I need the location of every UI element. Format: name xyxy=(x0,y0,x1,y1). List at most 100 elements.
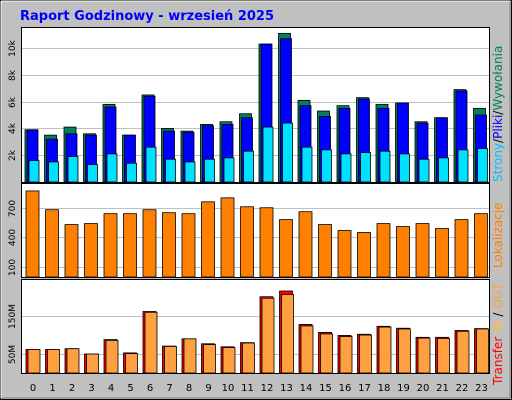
x-tick-label: 16 xyxy=(339,383,352,394)
pages-bar xyxy=(379,150,391,183)
side-label-files: Pliki xyxy=(491,115,505,139)
transfer-out-bar xyxy=(339,336,353,374)
pages-bar xyxy=(184,161,196,183)
pages-bar xyxy=(243,150,254,183)
x-tick-label: 2 xyxy=(69,383,75,394)
pages-bar xyxy=(360,152,371,183)
transfer-out-bar xyxy=(378,326,392,374)
side-label-sep-2: / xyxy=(491,110,505,115)
side-label-hits-files-pages: Strony/Pliki/Wywołania xyxy=(491,46,505,182)
x-tick-label: 3 xyxy=(88,383,94,394)
side-label-out: OUT xyxy=(491,282,505,308)
transfer-out-bar xyxy=(261,297,275,374)
visits-bar xyxy=(162,212,176,278)
transfer-out-bar xyxy=(222,347,236,374)
visits-bar xyxy=(220,197,235,278)
pages-bar xyxy=(340,153,352,183)
x-tick-label: 20 xyxy=(417,383,430,394)
panel-visits xyxy=(21,183,490,278)
visits-bar xyxy=(337,230,352,278)
transfer-out-bar xyxy=(300,325,314,374)
x-tick-label: 17 xyxy=(358,383,371,394)
pages-bar xyxy=(457,149,469,183)
side-label-locations: Lokalizacje xyxy=(491,202,505,268)
transfer-out-bar xyxy=(476,328,489,374)
x-tick-label: 6 xyxy=(147,383,153,394)
visits-bar xyxy=(435,228,449,278)
side-label-sep-1: / xyxy=(491,138,505,143)
y-tick-label: 700 xyxy=(8,200,18,217)
side-label-transfer: Transfer IN / OUT xyxy=(491,282,505,386)
x-tick-labels: 0 1 2 3 4 5 6 7 8 9 10 11 12 13 14 15 16 17 18 19 20 21 22 23 xyxy=(30,383,488,394)
visits-bar xyxy=(474,213,488,278)
visits-bar xyxy=(240,206,254,278)
y-tick-label: 10k xyxy=(8,39,18,56)
visits-bar xyxy=(298,211,313,278)
x-tick-label: 21 xyxy=(436,383,449,394)
visits-bar xyxy=(201,201,215,278)
transfer-out-bar xyxy=(27,349,41,374)
visits-bar xyxy=(64,224,79,278)
visits-bar xyxy=(103,213,118,278)
visits-bar xyxy=(279,219,293,278)
side-label-sep-3: / xyxy=(491,309,505,321)
grid-layer xyxy=(22,48,489,355)
transfer-out-bar xyxy=(281,294,294,374)
x-tick-label: 18 xyxy=(378,383,391,394)
transfer-out-bar xyxy=(398,328,411,374)
transfer-out-bar xyxy=(456,330,470,374)
transfer-out-bar xyxy=(242,342,255,374)
y-tick-label: 6k xyxy=(8,96,18,108)
pages-bar xyxy=(477,148,488,183)
visits-bar xyxy=(181,213,196,278)
visits-bar xyxy=(45,209,59,278)
pages-bar xyxy=(321,149,332,183)
x-tick-label: 23 xyxy=(475,383,488,394)
pages-bar xyxy=(165,158,176,183)
y-tick-label: 50M xyxy=(8,345,18,364)
visits-bar xyxy=(123,213,137,278)
side-label-in: IN xyxy=(491,320,505,336)
x-tick-label: 14 xyxy=(300,383,313,394)
x-tick-label: 5 xyxy=(127,383,133,394)
transfer-out-bar xyxy=(66,348,80,374)
pages-bar xyxy=(126,162,137,183)
pages-bar xyxy=(106,153,118,183)
transfer-out-bar xyxy=(183,338,197,374)
y-tick-label: 100 xyxy=(8,259,18,276)
pages-bar xyxy=(87,164,98,183)
pages-bar xyxy=(204,158,215,183)
transfer-out-bar xyxy=(144,311,158,374)
y-tick-label: 400 xyxy=(8,229,18,246)
pages-bar xyxy=(262,126,274,183)
side-label-pages: Strony xyxy=(491,143,505,182)
x-tick-label: 1 xyxy=(49,383,55,394)
x-tick-label: 9 xyxy=(205,383,211,394)
y-tick-label: 2k xyxy=(8,149,18,161)
visits-bar xyxy=(376,223,391,278)
y-tick-label: 150M xyxy=(8,304,18,329)
bars-layer xyxy=(24,32,489,374)
x-tick-label: 19 xyxy=(397,383,410,394)
y-tick-label: 8k xyxy=(8,69,18,81)
panel-hits-files-pages xyxy=(21,27,490,183)
transfer-out-bar xyxy=(203,344,216,374)
visits-bar xyxy=(357,232,371,278)
x-tick-label: 4 xyxy=(108,383,114,394)
x-tick-label: 13 xyxy=(280,383,293,394)
visits-bar xyxy=(396,226,410,278)
transfer-out-bar xyxy=(164,346,177,374)
visits-bar xyxy=(454,219,469,278)
pages-bar xyxy=(418,158,430,183)
x-tick-label: 11 xyxy=(241,383,254,394)
transfer-out-bar xyxy=(320,333,333,374)
pages-bar xyxy=(67,156,79,183)
visits-bar xyxy=(259,207,274,278)
visits-bar xyxy=(25,190,40,278)
side-label-hits: Wywołania xyxy=(491,46,505,111)
transfer-out-bar xyxy=(417,337,431,374)
pages-bar xyxy=(28,160,40,183)
y-tick-label: 4k xyxy=(8,122,18,134)
pages-bar xyxy=(438,157,449,183)
pages-bar xyxy=(48,161,59,183)
